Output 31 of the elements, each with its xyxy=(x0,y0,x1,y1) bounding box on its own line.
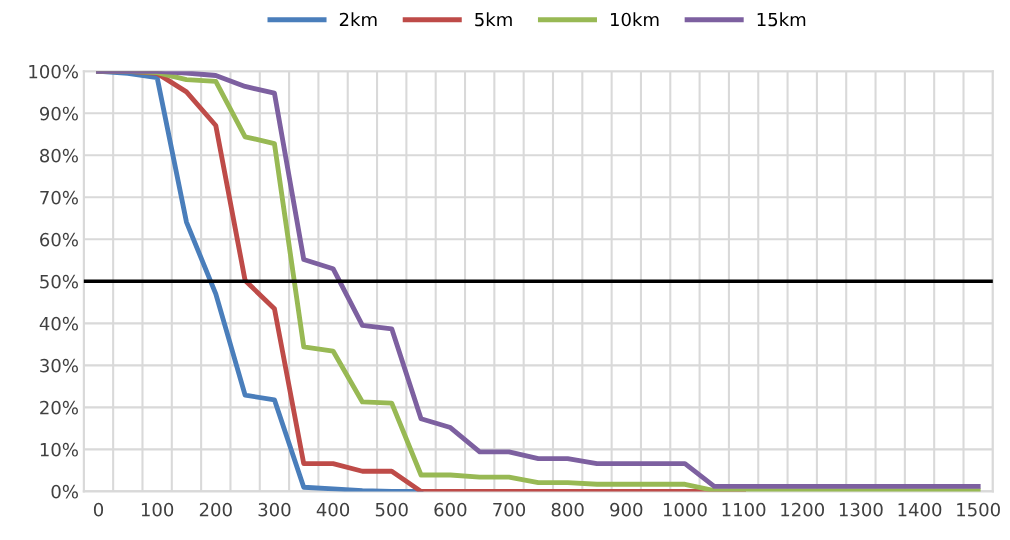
x-tick-label: 500 xyxy=(375,502,408,517)
x-tick-label: 200 xyxy=(199,502,232,517)
x-tick-label: 700 xyxy=(493,502,526,517)
x-tick-label: 400 xyxy=(316,502,350,517)
x-tick-label: 1500 xyxy=(957,502,1000,517)
y-tick-label: 70% xyxy=(40,190,78,205)
y-tick-label: 10% xyxy=(40,442,78,457)
y-tick-label: 50% xyxy=(40,274,78,289)
x-tick-label: 100 xyxy=(141,502,174,517)
x-tick-label: 1100 xyxy=(722,502,766,517)
y-tick-label: 100% xyxy=(29,64,78,79)
legend-label: 5km xyxy=(475,12,512,27)
x-tick-label: 600 xyxy=(434,502,467,517)
x-tick-label: 0 xyxy=(93,502,104,517)
x-tick-label: 300 xyxy=(258,502,291,517)
y-tick-label: 0% xyxy=(51,484,78,499)
y-tick-label: 60% xyxy=(40,232,78,247)
legend-label: 10km xyxy=(610,12,659,27)
y-tick-label: 40% xyxy=(39,316,78,331)
x-tick-label: 800 xyxy=(551,502,584,517)
y-tick-label: 20% xyxy=(40,400,78,415)
x-tick-label: 1300 xyxy=(839,502,883,517)
y-tick-label: 30% xyxy=(40,358,78,373)
x-tick-label: 1400 xyxy=(898,502,942,517)
x-tick-label: 1000 xyxy=(663,502,707,517)
legend-label: 2km xyxy=(339,12,377,27)
y-tick-label: 80% xyxy=(40,148,78,163)
x-tick-label: 1200 xyxy=(781,502,825,517)
y-tick-label: 90% xyxy=(39,106,78,121)
x-tick-label: 900 xyxy=(610,502,643,517)
legend-label: 15km xyxy=(757,12,806,27)
